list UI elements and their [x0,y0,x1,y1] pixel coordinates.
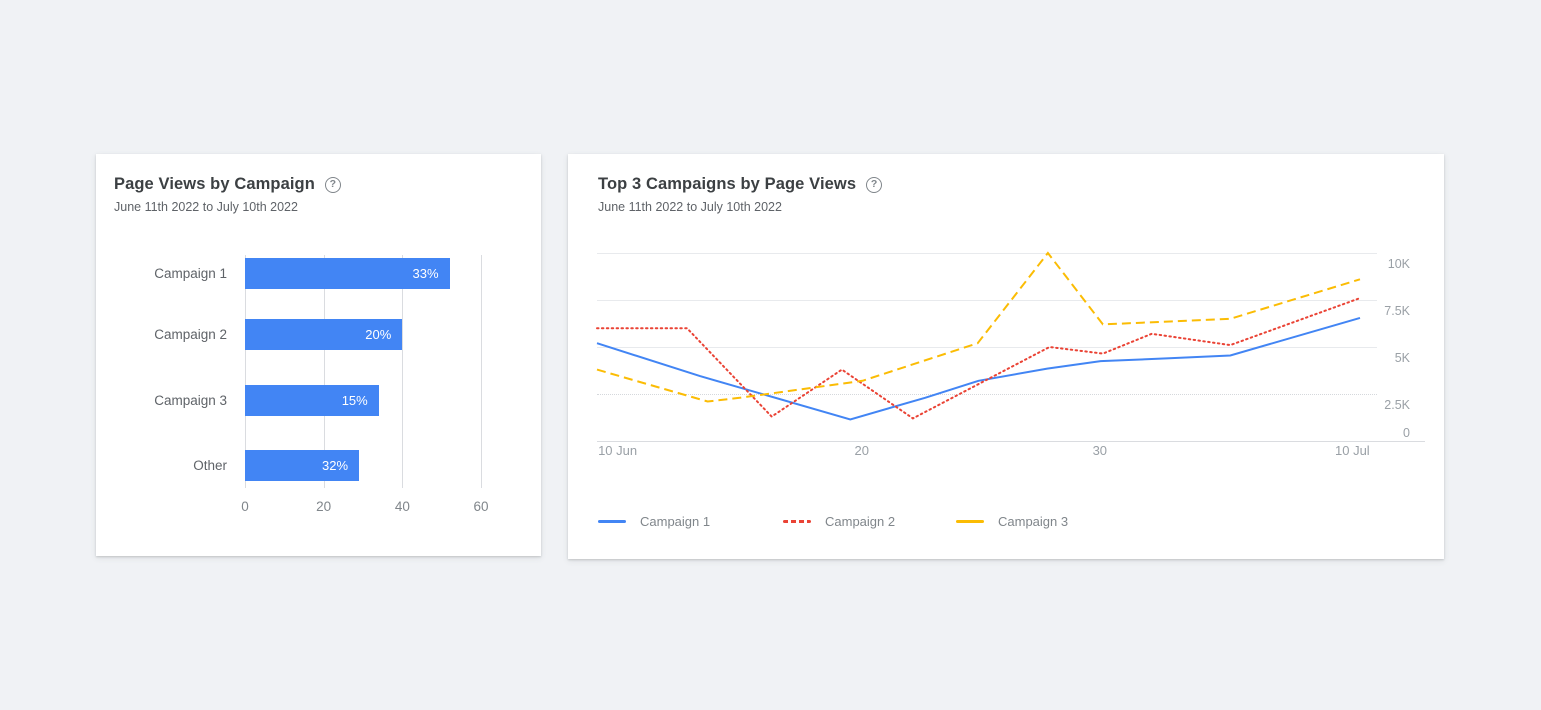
x-axis-tick-label: 10 Jun [598,443,638,458]
bar[interactable]: 15% [245,385,379,416]
x-axis-tick-label: 60 [473,499,489,514]
bar-card-header: Page Views by Campaign ? [114,175,341,194]
bar-chart: 0 20 40 60 Campaign 1 33% Campaign 2 20% Campaig… [96,154,541,556]
grid-line [481,255,482,488]
legend-label: Campaign 2 [825,514,896,529]
line-series-campaign-3[interactable] [596,251,1361,403]
grid-line [323,255,325,488]
bar-category-label: Campaign 2 [154,327,227,342]
bar[interactable]: 32% [245,450,360,481]
bar-card-title: Page Views by Campaign [114,175,315,193]
line-chart-card: Top 3 Campaigns by Page Views ? June 11t… [568,154,1444,559]
x-axis-line [597,441,1425,442]
legend-item[interactable]: Campaign 3 [956,514,1068,529]
grid-line [597,347,1377,348]
line-series-plot [596,251,1361,421]
grid-line [402,255,404,488]
x-axis-tick-label: 20 [854,443,869,458]
x-axis-tick-label: 30 [1092,443,1108,458]
bar-category-label: Campaign 3 [154,393,227,408]
y-axis-tick-label: 0 [1403,426,1410,440]
x-axis-tick-label: 10 Jul [1335,443,1370,458]
line-card-header: Top 3 Campaigns by Page Views ? [598,175,883,194]
line-card-title: Top 3 Campaigns by Page Views [598,175,857,193]
legend-label: Campaign 1 [640,514,711,529]
bar-category-label: Other [193,458,227,473]
bar-value-label: 32% [322,458,349,473]
line-chart: 10K 7.5K 5K 2.5K 0 10 Jun 20 30 10 Jul Campaign 1… [568,154,1444,559]
bar-value-label: 20% [365,327,392,342]
bar-value-label: 15% [341,393,368,408]
x-axis-tick-label: 0 [241,499,249,514]
x-axis-tick-label: 20 [316,499,332,514]
y-axis-tick-label: 5K [1394,351,1410,365]
legend-label: Campaign 3 [998,514,1069,529]
grid-line [245,255,246,488]
line-series-campaign-2[interactable] [596,297,1361,420]
grid-line [597,394,1377,395]
legend-item[interactable]: Campaign 1 [598,514,710,529]
legend-swatch-line [598,520,626,523]
bar[interactable]: 33% [245,258,450,289]
legend-swatch-line [956,520,984,523]
legend-item[interactable]: Campaign 2 [783,514,895,529]
bar-card-date-range: June 11th 2022 to July 10th 2022 [114,200,298,214]
x-axis-tick-label: 40 [394,499,410,514]
line-series-campaign-1[interactable] [596,316,1361,421]
help-icon[interactable]: ? [866,176,883,193]
bar-value-label: 33% [412,266,439,281]
bar-category-label: Campaign 1 [154,266,227,281]
legend-swatch-dashed-line [783,520,811,523]
help-icon[interactable]: ? [324,176,341,193]
grid-line [597,253,1377,254]
bar[interactable]: 20% [245,319,403,350]
y-axis-tick-label: 7.5K [1384,304,1410,318]
y-axis-tick-label: 2.5K [1384,398,1410,412]
grid-line [597,300,1377,301]
line-card-date-range: June 11th 2022 to July 10th 2022 [598,200,782,214]
y-axis-tick-label: 10K [1387,257,1410,271]
bar-chart-card: Page Views by Campaign ? June 11th 2022 … [96,154,541,556]
